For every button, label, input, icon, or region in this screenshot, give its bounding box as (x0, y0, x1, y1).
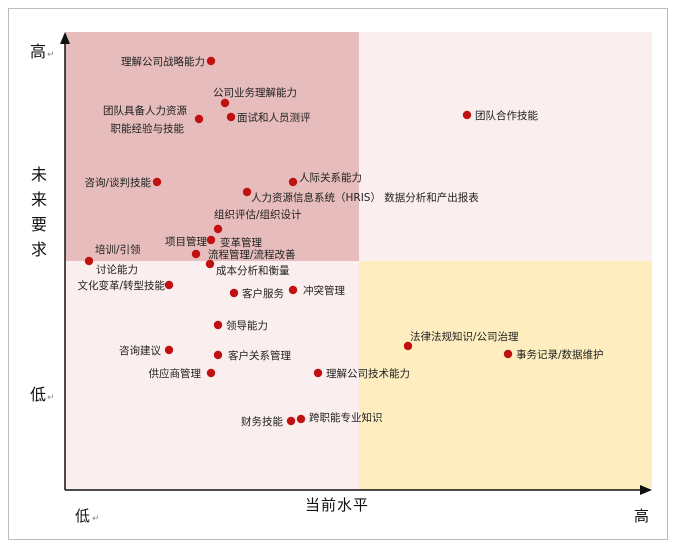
data-point-label: 团队具备人力资源 (103, 104, 187, 117)
data-point (229, 288, 239, 298)
data-point-label: 面试和人员测评 (237, 111, 311, 124)
data-point (462, 110, 472, 120)
data-point-label: 领导能力 (226, 319, 268, 332)
x-low-return-mark: ↵ (92, 514, 100, 524)
data-point (213, 224, 223, 234)
data-point-label: 理解公司技术能力 (326, 367, 410, 380)
x-high-label: 高 (634, 507, 649, 525)
data-point (213, 320, 223, 330)
data-point (205, 259, 215, 269)
data-point-label: 流程管理/流程改善 (208, 248, 296, 261)
data-point (213, 350, 223, 360)
data-point-label: 讨论能力 (96, 263, 138, 276)
y-axis-title-char: 要 (31, 215, 47, 234)
y-low-return-mark: ↵ (47, 393, 55, 403)
data-point-label: 公司业务理解能力 (213, 86, 297, 99)
data-point-label: 客户服务 (242, 287, 284, 300)
y-axis-title-char: 求 (31, 240, 47, 259)
data-point (206, 368, 216, 378)
data-point-label: 培训/引领 (95, 243, 141, 256)
data-point (206, 235, 216, 245)
data-point-label: 咨询/谈判技能 (84, 176, 151, 189)
data-point-label: 团队合作技能 (475, 109, 538, 122)
data-point-label: 客户关系管理 (228, 349, 291, 362)
data-point (403, 341, 413, 351)
x-axis-title: 当前水平 (305, 496, 369, 514)
data-point (194, 114, 204, 124)
x-axis-arrow-icon (640, 485, 652, 495)
data-point (191, 249, 201, 259)
data-point (220, 98, 230, 108)
data-point (152, 177, 162, 187)
data-point-label: 成本分析和衡量 (216, 264, 290, 277)
data-point (164, 345, 174, 355)
y-axis-title-char: 未 (31, 165, 47, 184)
data-point-label: 财务技能 (241, 415, 283, 428)
quadrant-bottom-right (359, 261, 652, 490)
data-point-label: 变革管理 (220, 236, 262, 249)
y-low-label: 低 (30, 385, 46, 404)
data-point-label: 理解公司战略能力 (121, 55, 205, 68)
data-point-label: 文化变革/转型技能 (77, 279, 165, 292)
quadrant-top-right (359, 32, 652, 261)
data-point (313, 368, 323, 378)
data-point-label: 人际关系能力 (299, 171, 362, 184)
data-point-label: 供应商管理 (149, 367, 202, 380)
y-high-return-mark: ↵ (47, 50, 55, 60)
data-point (296, 414, 306, 424)
data-point (206, 56, 216, 66)
data-point (503, 349, 513, 359)
data-point-label: 咨询建议 (119, 344, 161, 357)
data-point (288, 285, 298, 295)
data-point (288, 177, 298, 187)
y-axis-title-char: 来 (31, 190, 47, 209)
y-axis-arrow-icon (60, 32, 70, 44)
data-point (226, 112, 236, 122)
data-point-label: 职能经验与技能 (111, 122, 185, 135)
data-point (286, 416, 296, 426)
data-point-label: 冲突管理 (303, 284, 345, 297)
chart-frame (8, 8, 668, 540)
data-point-label: 事务记录/数据维护 (516, 348, 604, 361)
data-point-label: 人力资源信息系统（HRIS） 数据分析和产出报表 (251, 191, 479, 204)
data-point-label: 法律法规知识/公司治理 (410, 330, 519, 343)
data-point (164, 280, 174, 290)
quadrant-top-left (65, 32, 359, 261)
data-point (242, 187, 252, 197)
data-point (84, 256, 94, 266)
data-point-label: 组织评估/组织设计 (214, 208, 302, 221)
y-high-label: 高 (30, 42, 46, 61)
x-low-label: 低 (75, 507, 90, 525)
data-point-label: 跨职能专业知识 (309, 411, 383, 424)
data-point-label: 项目管理 (165, 235, 207, 248)
